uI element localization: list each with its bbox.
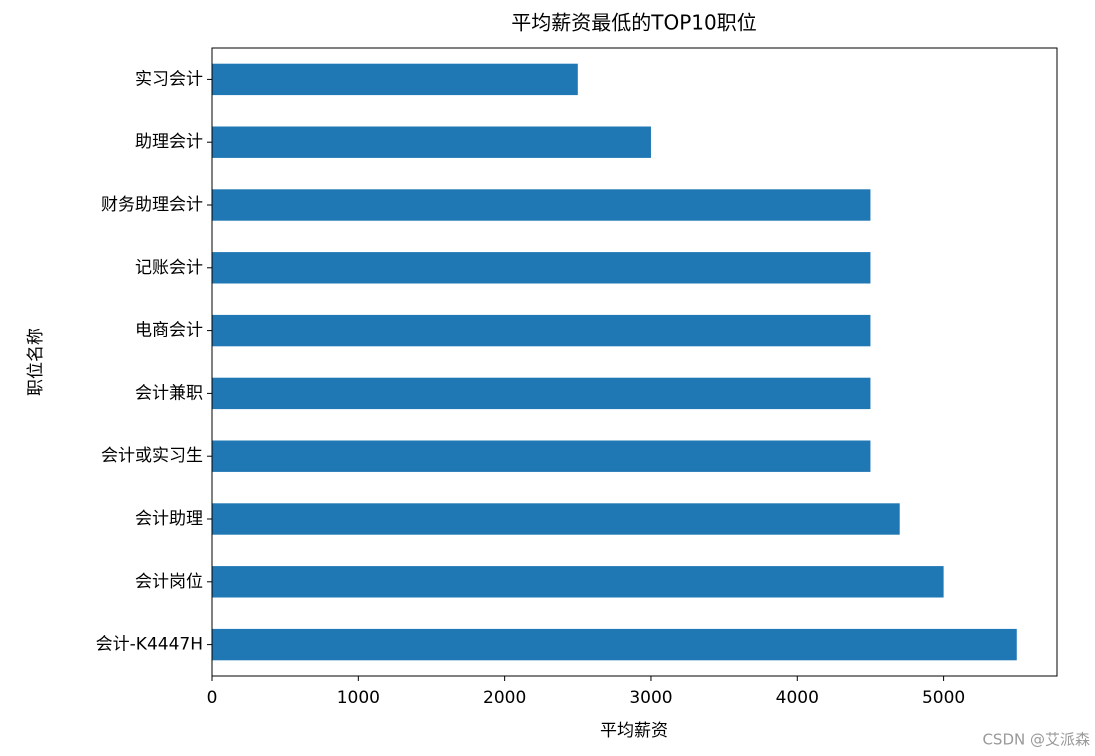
y-tick-label: 财务助理会计 xyxy=(101,195,203,215)
y-tick-label: 会计助理 xyxy=(135,509,203,529)
bar xyxy=(212,440,871,472)
y-tick-label: 电商会计 xyxy=(135,321,203,341)
bar xyxy=(212,377,871,410)
bar xyxy=(212,189,871,221)
y-tick-label: 会计兼职 xyxy=(135,383,203,403)
x-tick-label: 5000 xyxy=(922,688,965,708)
bar xyxy=(212,566,944,598)
y-tick-label: 会计岗位 xyxy=(135,572,203,592)
bar xyxy=(212,503,900,535)
chart-title: 平均薪资最低的TOP10职位 xyxy=(511,11,756,35)
y-tick-label: 会计-K4447H xyxy=(96,635,203,655)
y-tick-label: 助理会计 xyxy=(135,132,203,152)
watermark: CSDN @艾派森 xyxy=(982,731,1090,749)
y-tick-label: 记账会计 xyxy=(135,258,203,278)
x-tick-label: 0 xyxy=(207,688,218,708)
x-axis-label: 平均薪资 xyxy=(600,721,668,741)
x-tick-label: 1000 xyxy=(337,688,380,708)
y-tick-label: 会计或实习生 xyxy=(101,446,203,466)
bar xyxy=(212,126,651,158)
y-tick-label: 实习会计 xyxy=(135,69,203,89)
x-tick-label: 2000 xyxy=(483,688,526,708)
y-axis-label: 职位名称 xyxy=(26,328,46,396)
bar xyxy=(212,252,871,284)
x-tick-label: 3000 xyxy=(629,688,672,708)
plot-frame xyxy=(211,47,1058,677)
bar xyxy=(212,63,578,96)
bar xyxy=(212,314,871,347)
x-tick-label: 4000 xyxy=(776,688,819,708)
bar xyxy=(212,628,1017,661)
